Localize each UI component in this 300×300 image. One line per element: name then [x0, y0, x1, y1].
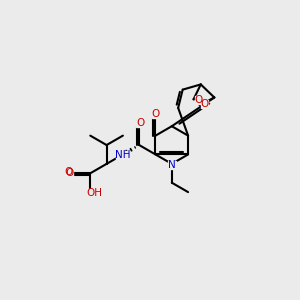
Text: NH: NH: [115, 150, 130, 161]
Bar: [136, 119, 144, 127]
Bar: [66, 169, 73, 177]
Text: O: O: [65, 168, 74, 178]
Text: O: O: [136, 118, 144, 128]
Text: O: O: [201, 99, 209, 109]
Text: O: O: [194, 95, 202, 105]
Text: N: N: [168, 160, 176, 170]
Text: O: O: [152, 109, 160, 119]
Bar: [116, 152, 129, 159]
Bar: [168, 161, 176, 169]
Bar: [201, 100, 208, 108]
Bar: [65, 168, 72, 176]
Bar: [195, 96, 202, 104]
Text: O: O: [64, 167, 73, 177]
Bar: [152, 110, 159, 118]
Bar: [88, 189, 101, 197]
Text: OH: OH: [86, 188, 102, 198]
